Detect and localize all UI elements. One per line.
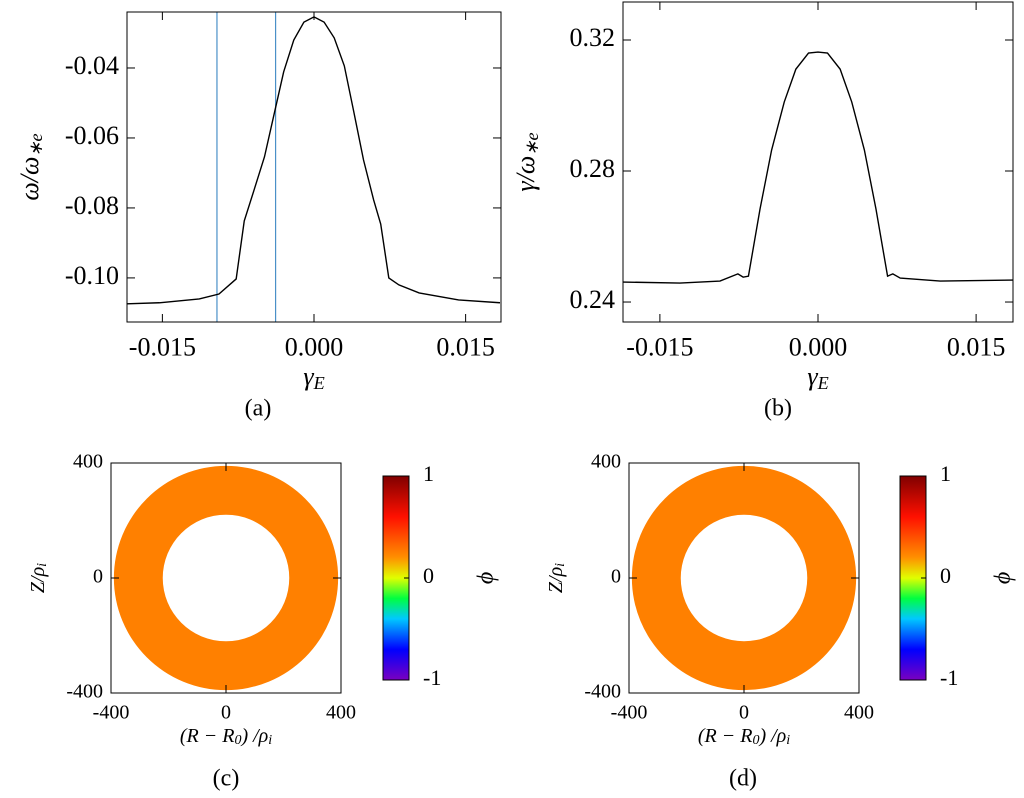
label-subscript: 0 (752, 733, 759, 748)
y-tick-label: 0.28 (570, 154, 616, 183)
y-tick-label: 0 (611, 566, 621, 588)
label-subscript: E (313, 373, 325, 393)
label-subscript: i (35, 563, 50, 567)
y-tick-label: -400 (584, 681, 621, 703)
y-tick-label: -0.04 (65, 51, 119, 80)
data-line (126, 16, 501, 305)
x-tick-label: -0.015 (129, 332, 196, 361)
x-axis-label: γE (303, 362, 324, 393)
colorbar-tick-label: 0 (423, 563, 434, 588)
y-tick-label: -0.08 (65, 191, 119, 220)
x-axis-label: (R − R0) /ρi (180, 725, 272, 749)
colorbar-tick-label: 1 (423, 461, 434, 486)
x-tick-label: -400 (93, 702, 130, 724)
colorbar-tick-label: -1 (423, 665, 441, 690)
panel-caption: (b) (764, 396, 792, 422)
label-text: γ/ω (511, 156, 540, 192)
label-text: (R − R (180, 725, 235, 747)
y-tick-label: 400 (591, 451, 621, 473)
label-text: ) /ρ (758, 725, 786, 747)
x-tick-label: 400 (326, 702, 356, 724)
colorbar-tick-label: 1 (940, 461, 951, 486)
x-tick-label: 0 (739, 702, 749, 724)
colorbar-label: ϕ (475, 572, 501, 584)
label-subscript: ∗e (26, 133, 46, 156)
colorbar-label: ϕ (992, 572, 1018, 584)
panel-caption: (a) (245, 396, 272, 422)
x-tick-label: 0.000 (789, 332, 848, 361)
y-tick-label: 0.24 (570, 285, 616, 314)
label-text: γ (303, 362, 314, 391)
x-tick-label: 0.015 (947, 332, 1006, 361)
y-axis-label: Z/ρi (27, 563, 51, 593)
label-subscript: i (553, 563, 568, 567)
y-axis-label: ω/ω∗e (15, 133, 46, 200)
label-subscript: i (786, 733, 790, 748)
plot-frame (126, 11, 502, 323)
x-tick-label: 0.000 (285, 332, 344, 361)
mode-ring (631, 465, 857, 691)
data-line (622, 51, 1014, 284)
label-text: (R − R (698, 725, 753, 747)
y-tick-label: 0 (93, 566, 103, 588)
x-tick-label: -0.015 (626, 332, 693, 361)
label-text: ω/ω (15, 157, 44, 201)
label-text: Z/ρ (545, 567, 567, 593)
y-tick-label: 0.32 (570, 23, 616, 52)
colorbar-tick-label: -1 (940, 665, 958, 690)
label-subscript: ∗e (522, 132, 542, 155)
mode-ring (113, 465, 339, 691)
label-subscript: 0 (234, 733, 241, 748)
x-axis-label: γE (807, 362, 828, 393)
y-tick-label: 400 (73, 451, 103, 473)
plot-frame (622, 1, 1014, 323)
label-text: ) /ρ (240, 725, 268, 747)
x-tick-label: 400 (844, 702, 874, 724)
label-subscript: i (268, 733, 272, 748)
x-tick-label: -400 (611, 702, 648, 724)
panel-caption: (d) (729, 766, 757, 792)
y-tick-label: -0.10 (65, 261, 119, 290)
x-axis-label: (R − R0) /ρi (698, 725, 790, 749)
y-axis-label: Z/ρi (545, 563, 569, 593)
colorbar-tick-label: 0 (940, 563, 951, 588)
x-tick-label: 0 (221, 702, 231, 724)
label-text: Z/ρ (27, 567, 49, 593)
y-tick-label: -0.06 (65, 121, 119, 150)
label-text: γ (807, 362, 818, 391)
x-tick-label: 0.015 (436, 332, 495, 361)
y-axis-label: γ/ω∗e (511, 132, 542, 191)
panel-caption: (c) (213, 766, 240, 792)
label-subscript: E (817, 373, 829, 393)
y-tick-label: -400 (66, 681, 103, 703)
